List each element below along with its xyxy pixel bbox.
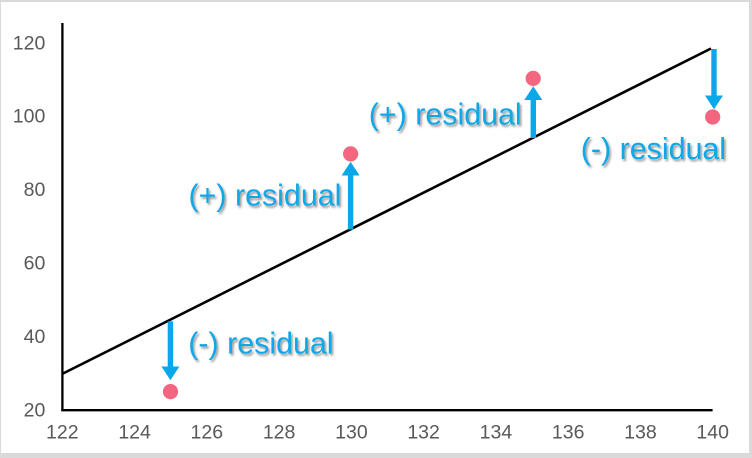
svg-text:140: 140 xyxy=(696,421,729,443)
svg-text:130: 130 xyxy=(335,421,368,443)
svg-text:100: 100 xyxy=(13,106,46,128)
svg-text:132: 132 xyxy=(407,421,440,443)
svg-text:(+) residual: (+) residual xyxy=(369,97,522,131)
svg-text:60: 60 xyxy=(24,253,46,275)
svg-text:120: 120 xyxy=(13,32,46,54)
svg-text:126: 126 xyxy=(191,421,224,443)
svg-text:80: 80 xyxy=(24,179,46,201)
svg-text:122: 122 xyxy=(46,421,79,443)
svg-text:40: 40 xyxy=(24,326,46,348)
svg-text:124: 124 xyxy=(118,421,151,443)
svg-text:136: 136 xyxy=(552,421,585,443)
svg-text:(-) residual: (-) residual xyxy=(581,132,726,166)
svg-text:(+) residual: (+) residual xyxy=(189,179,342,213)
svg-text:134: 134 xyxy=(480,421,513,443)
svg-text:(-) residual: (-) residual xyxy=(188,327,333,361)
svg-text:20: 20 xyxy=(24,399,46,421)
svg-text:128: 128 xyxy=(263,421,296,443)
svg-text:138: 138 xyxy=(624,421,657,443)
